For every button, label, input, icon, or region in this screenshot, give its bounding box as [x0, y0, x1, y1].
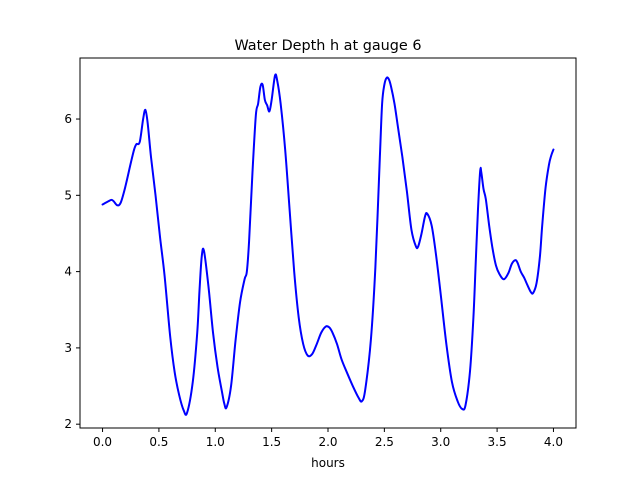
y-axis: 2 3 4 5 6 [64, 112, 80, 431]
plot-area [101, 73, 555, 416]
x-tick-label: 3.5 [488, 435, 507, 449]
y-tick-label: 4 [64, 265, 72, 279]
y-tick-label: 2 [64, 417, 72, 431]
x-tick-label: 1.0 [206, 435, 225, 449]
x-tick-label: 2.5 [375, 435, 394, 449]
chart-title: Water Depth h at gauge 6 [234, 38, 421, 54]
x-axis: 0.0 0.5 1.0 1.5 2.0 2.5 3.0 3.5 4.0 [93, 428, 563, 449]
x-tick-label: 4.0 [544, 435, 563, 449]
x-tick-label: 3.0 [431, 435, 450, 449]
series-line-0 [101, 73, 555, 416]
x-tick-label: 0.5 [149, 435, 168, 449]
y-tick-label: 5 [64, 188, 72, 202]
y-tick-label: 6 [64, 112, 72, 126]
y-tick-label: 3 [64, 341, 72, 355]
x-axis-label: hours [311, 456, 345, 470]
x-tick-label: 0.0 [93, 435, 112, 449]
x-tick-label: 2.0 [318, 435, 337, 449]
x-tick-label: 1.5 [262, 435, 281, 449]
